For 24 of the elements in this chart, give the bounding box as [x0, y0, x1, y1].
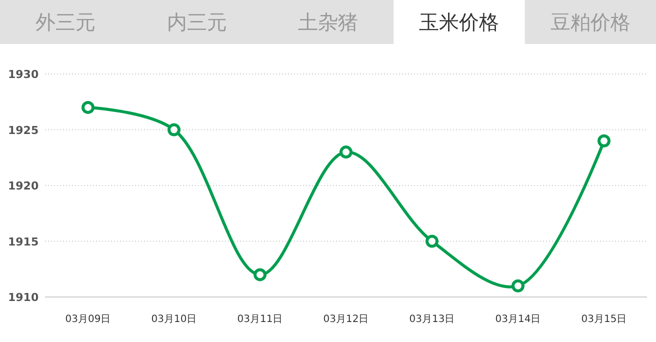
text: 豆粕价格: [550, 10, 630, 34]
text: 土杂猪: [298, 10, 358, 34]
y-tick-label: 1920: [8, 180, 39, 192]
x-tick-label: 03月15日: [581, 314, 627, 325]
text: 玉米价格: [419, 10, 500, 34]
y-tick-label: 1915: [8, 235, 39, 248]
point: [340, 146, 352, 159]
text: 内三元: [166, 10, 227, 34]
x-tick-label: 03月12日: [323, 314, 369, 325]
x-tick-label: 03月11日: [237, 314, 283, 325]
x-tick-label: 03月13日: [409, 314, 455, 325]
text: 外三元: [36, 10, 96, 34]
point: [82, 100, 94, 114]
point: [426, 234, 438, 248]
point: [598, 134, 610, 148]
point: [168, 123, 180, 136]
x-tick-label: 03月10日: [151, 314, 197, 325]
y-tick-label: 1930: [8, 68, 39, 81]
y-tick-label: 1910: [8, 291, 39, 304]
point: [254, 268, 266, 282]
x-tick-label: 03月14日: [495, 314, 541, 325]
x-tick-label: 03月09日: [65, 314, 111, 325]
point: [512, 279, 524, 292]
y-tick-label: 1925: [8, 124, 39, 137]
